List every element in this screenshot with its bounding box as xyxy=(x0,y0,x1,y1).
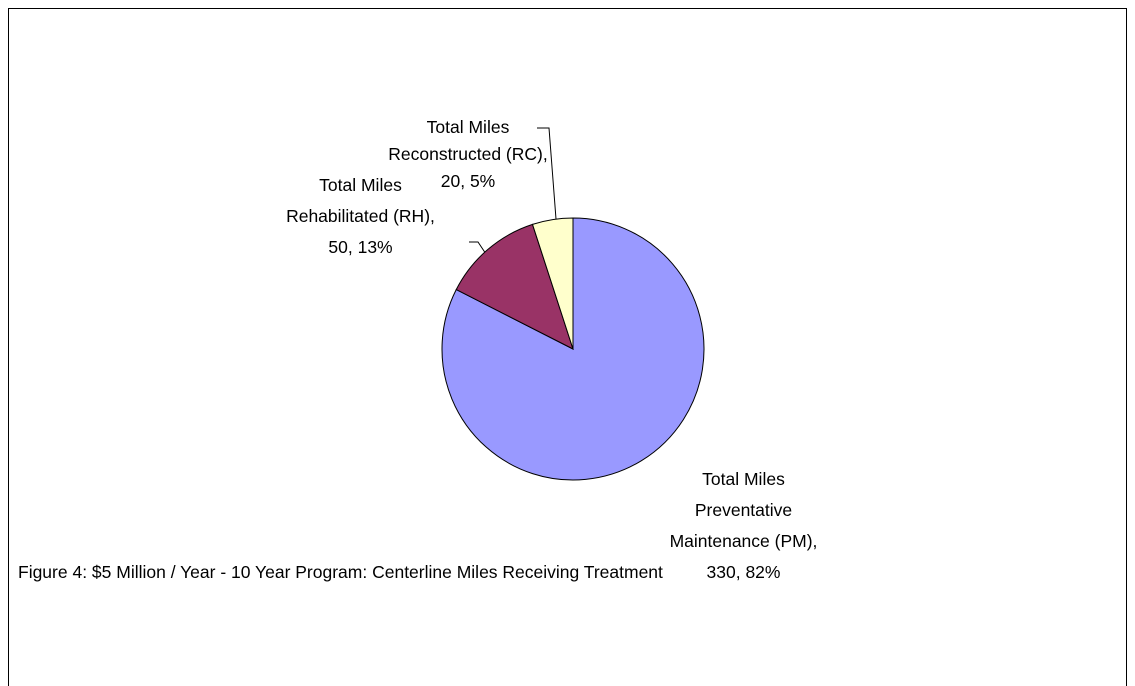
category-label: Total Miles Preventative Maintenance (PM… xyxy=(669,469,813,551)
data-label: Total Miles Reconstructed (RC), 20, 5% xyxy=(388,114,548,195)
frame xyxy=(8,8,1127,686)
pie-slice xyxy=(531,217,574,350)
value-label: , 20, 5% xyxy=(440,144,548,191)
slices xyxy=(441,217,705,481)
category-label: Total Miles Rehabilitated (RH) xyxy=(286,175,431,226)
category-label: Total Miles Reconstructed (RC) xyxy=(388,117,543,164)
leader-line xyxy=(469,241,487,255)
value-label: , 330, 82% xyxy=(706,531,818,582)
caption: Figure 4: $5 Million / Year - 10 Year Pr… xyxy=(18,562,663,582)
pie-slice xyxy=(455,223,574,350)
data-label: Total Miles Rehabilitated (RH), 50, 13% xyxy=(273,170,448,263)
leader-line xyxy=(537,127,557,220)
data-label: Total Miles Preventative Maintenance (PM… xyxy=(656,464,831,588)
value-label: , 50, 13% xyxy=(328,206,435,257)
